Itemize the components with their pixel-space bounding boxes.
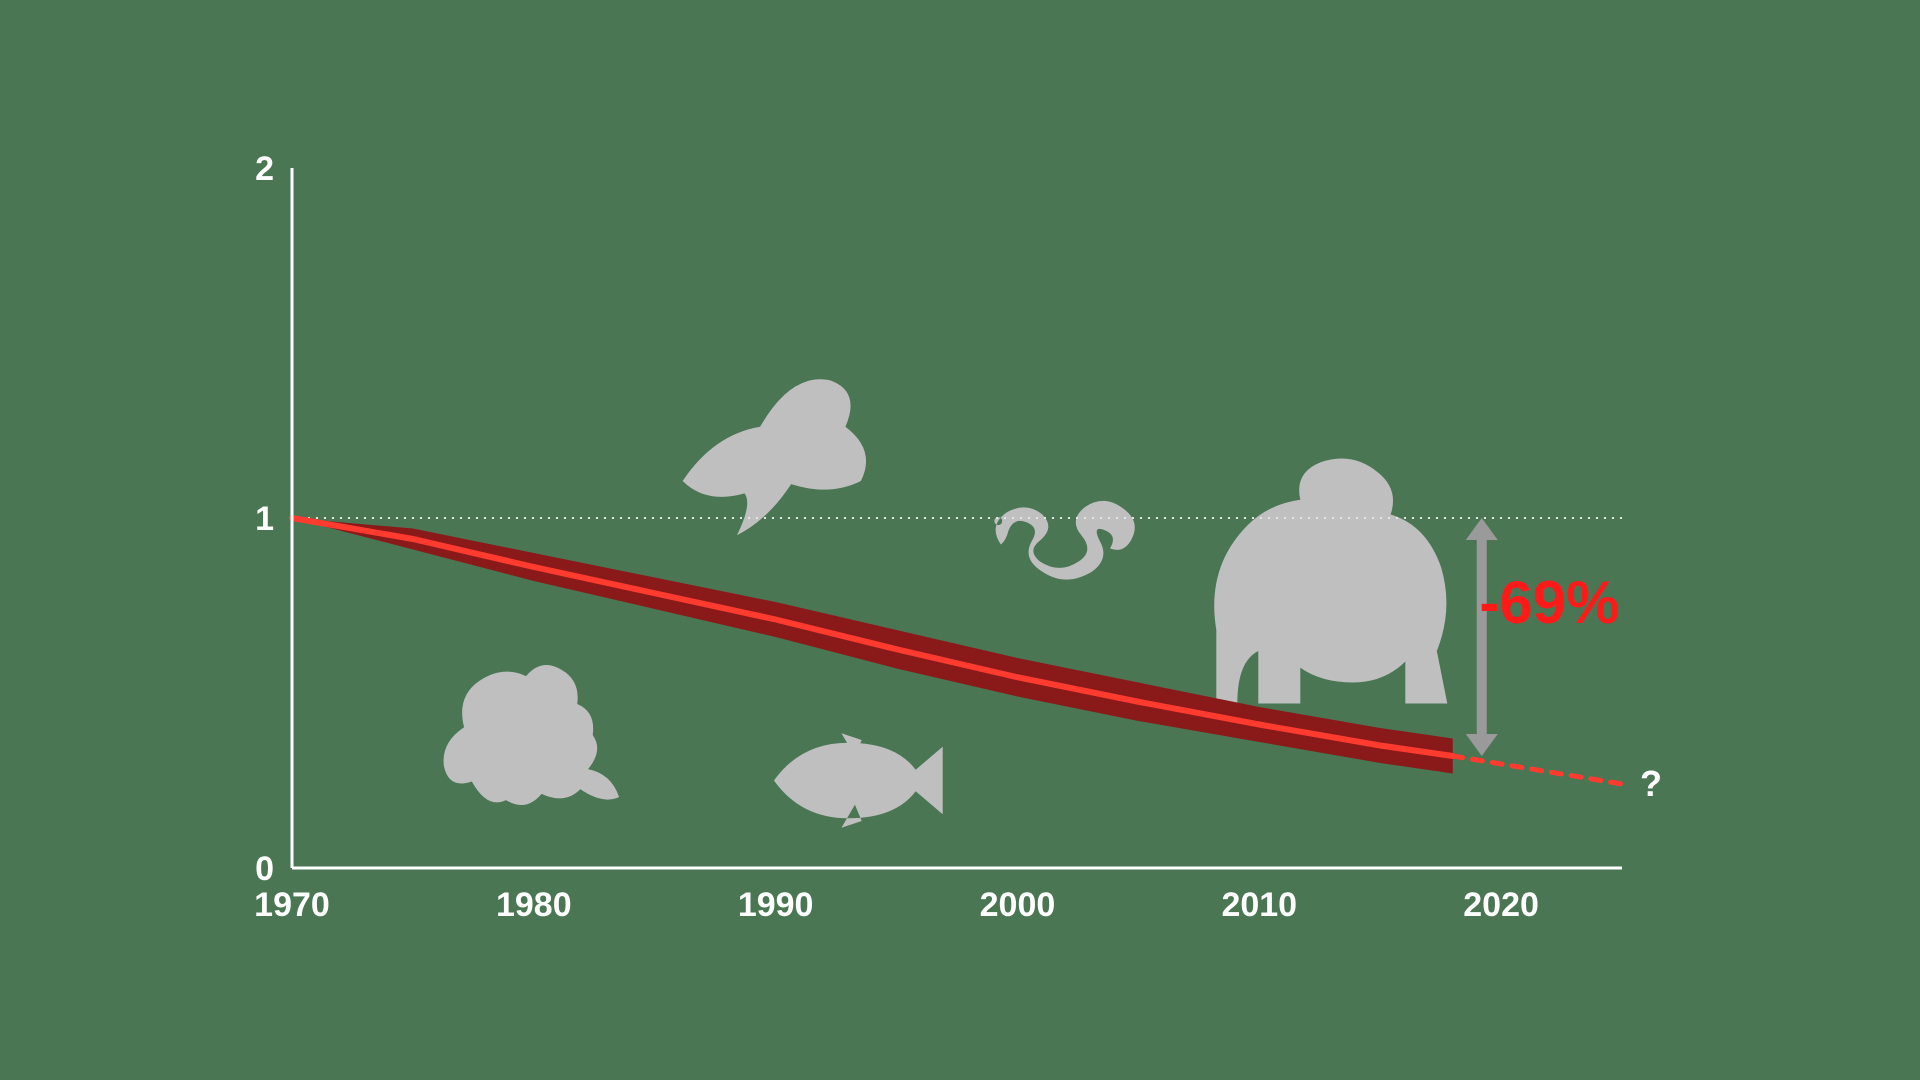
- x-tick-label: 2020: [1463, 886, 1539, 924]
- x-tick-label: 1980: [496, 886, 572, 924]
- x-tick-label: 2010: [1221, 886, 1297, 924]
- x-tick-label: 1970: [254, 886, 330, 924]
- x-tick-label: 2000: [980, 886, 1056, 924]
- population-index-chart: ? -69% 0 1 2 1970 1980 1990 2000 2010 2020: [192, 108, 1728, 972]
- x-tick-label: 1990: [738, 886, 814, 924]
- y-tick-label: 2: [255, 150, 274, 188]
- y-tick-label: 1: [255, 500, 274, 538]
- y-tick-label: 0: [255, 850, 274, 888]
- projection-question: ?: [1640, 763, 1662, 804]
- callout-percent: -69%: [1479, 569, 1619, 636]
